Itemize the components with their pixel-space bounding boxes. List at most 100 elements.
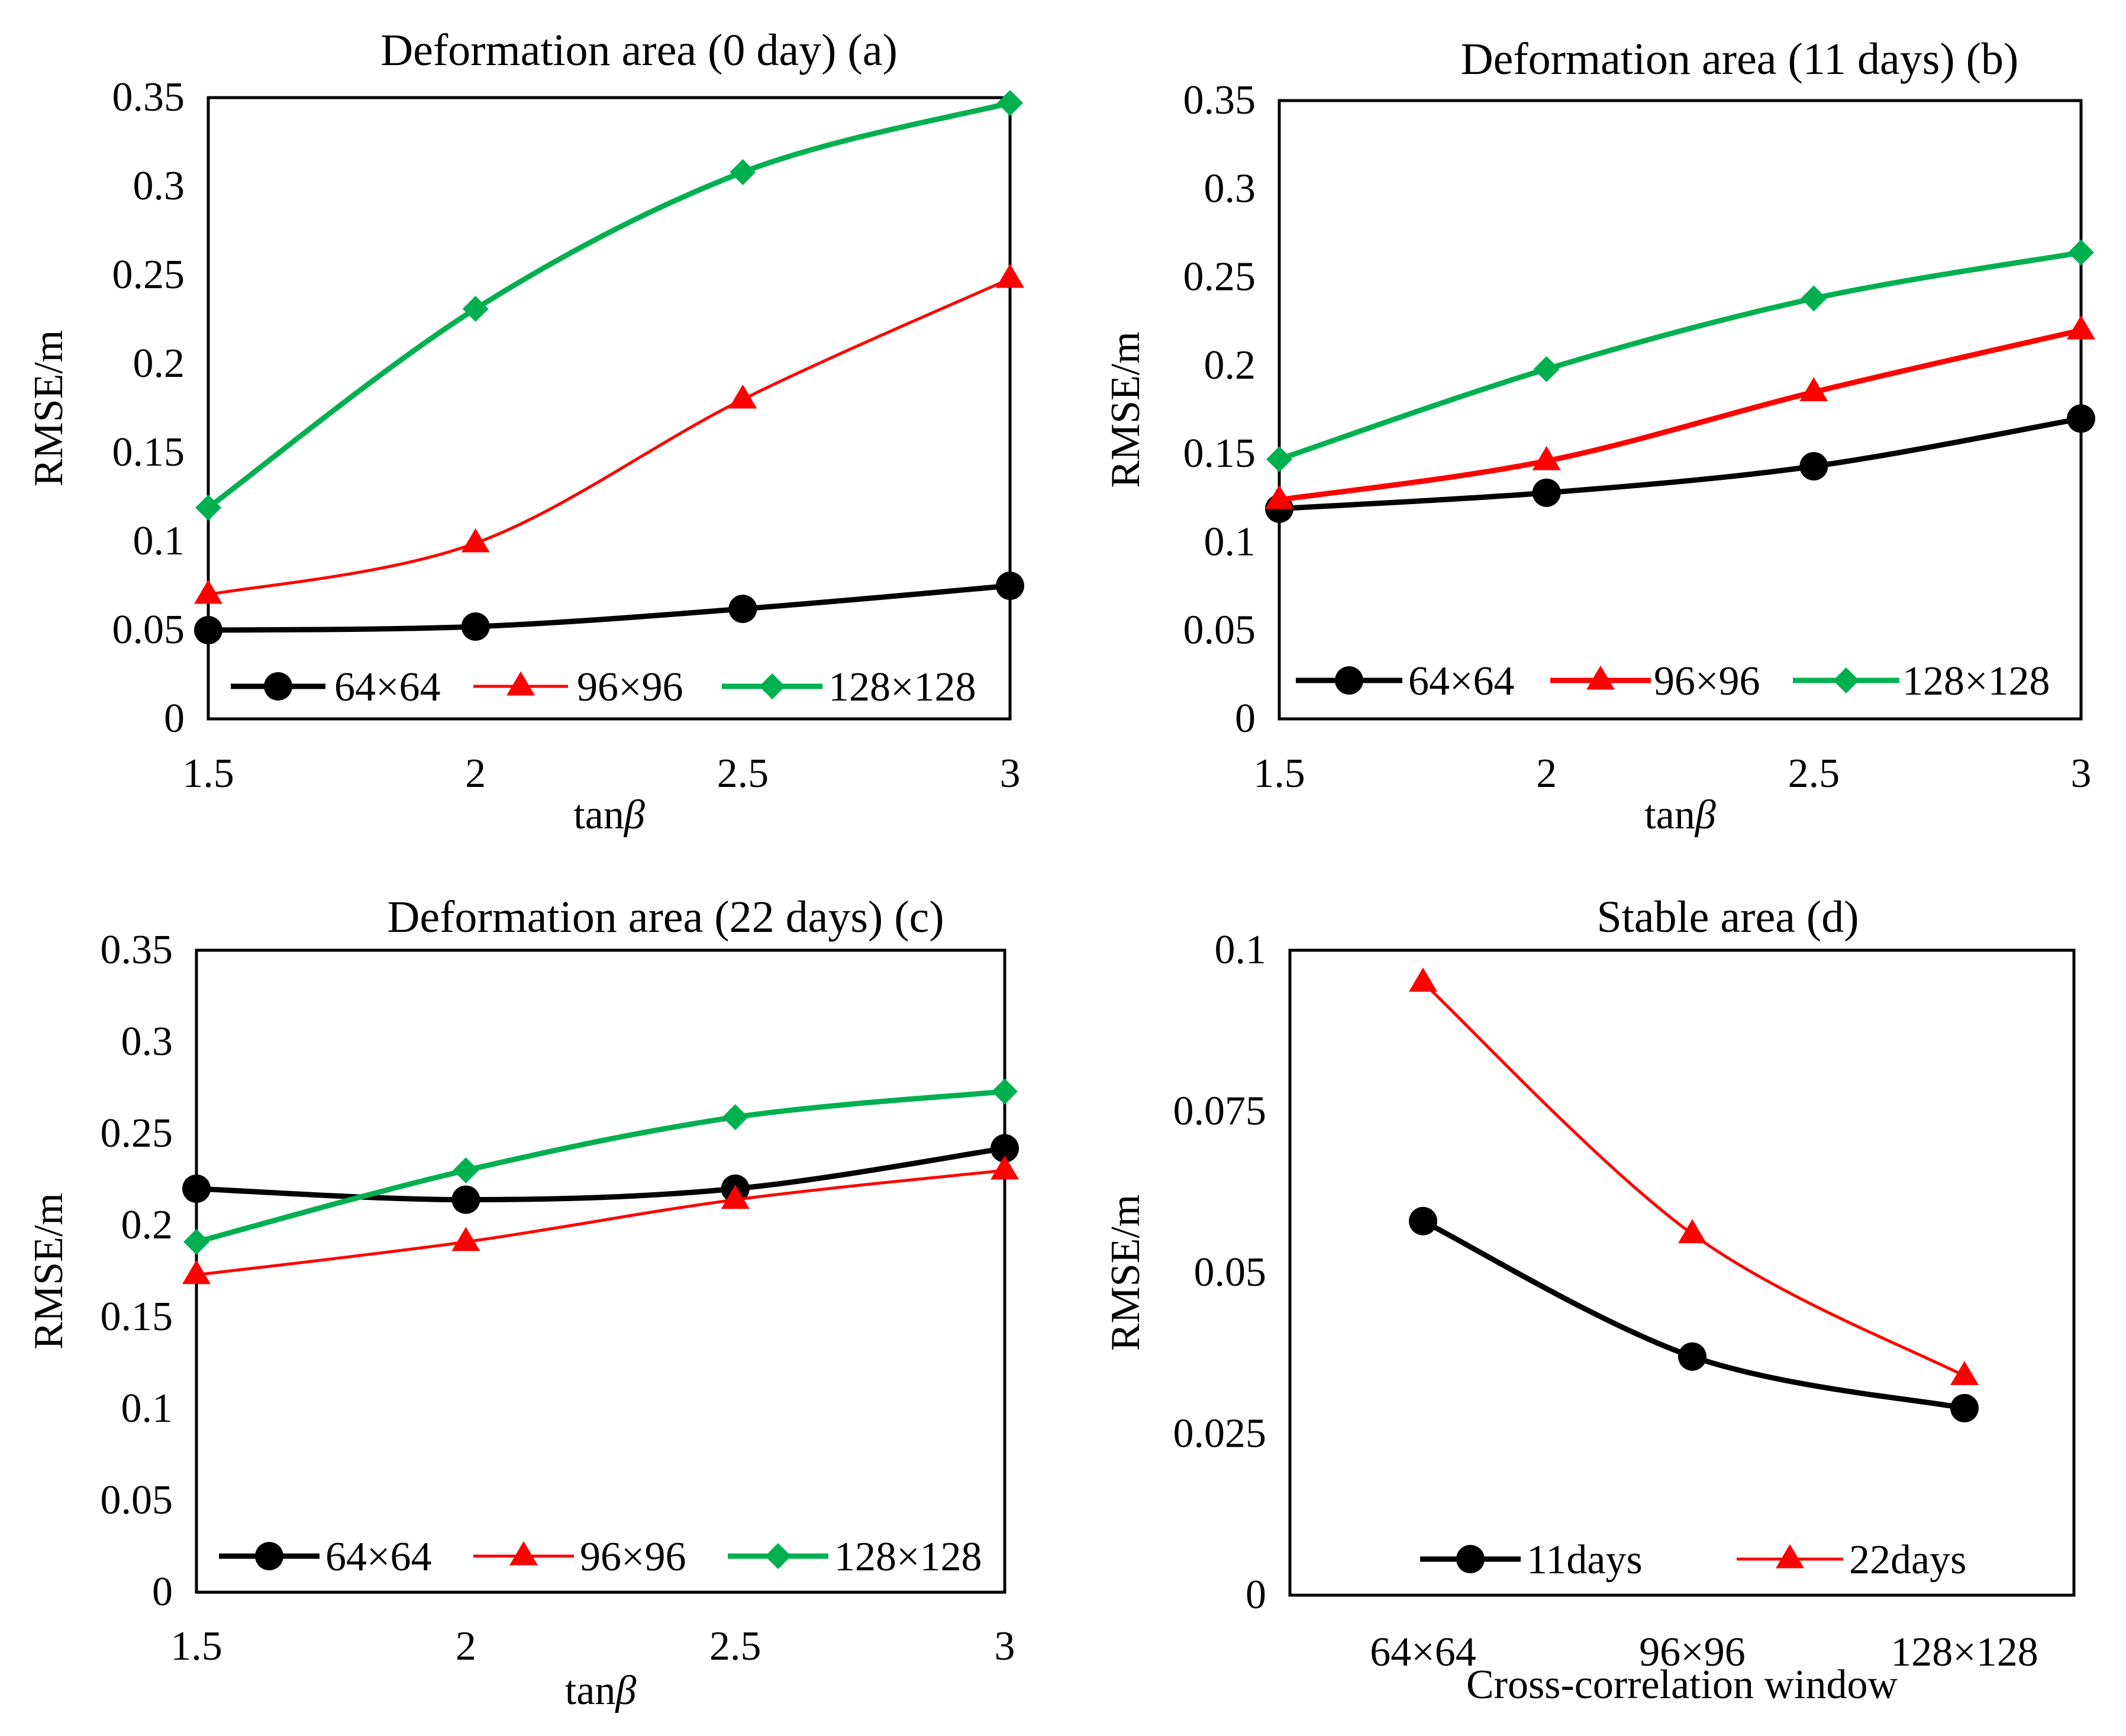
series-line-a-1 <box>207 277 1012 596</box>
data-point-d-1-0 <box>1409 967 1437 992</box>
series-line-b-1 <box>1276 327 2084 503</box>
y-tick-label-c-1: 0.05 <box>101 1477 173 1523</box>
y-tick-label-c-4: 0.2 <box>121 1202 173 1248</box>
data-point-a-1-2 <box>728 384 757 409</box>
legend-label-a-2: 128×128 <box>828 664 976 710</box>
data-point-c-2-2 <box>722 1104 749 1131</box>
data-point-d-0-1 <box>1678 1342 1706 1371</box>
legend-marker-a-0 <box>264 672 292 701</box>
x-axis-label-c: tanβ <box>565 1668 637 1714</box>
data-point-b-1-0 <box>1265 485 1293 509</box>
series-line-c-0 <box>193 1145 1008 1203</box>
y-tick-label-c-2: 0.1 <box>121 1386 173 1431</box>
y-tick-label-c-5: 0.25 <box>101 1111 173 1156</box>
y-tick-label-a-5: 0.25 <box>112 252 185 298</box>
x-tick-label-b-0: 1.5 <box>1253 751 1305 796</box>
legend-marker-c-2 <box>765 1543 791 1569</box>
legend-label-a-1: 96×96 <box>577 664 683 710</box>
data-point-c-1-2 <box>721 1185 750 1209</box>
data-point-a-0-0 <box>194 616 222 644</box>
legend-marker-d-1 <box>1776 1544 1804 1569</box>
legend-label-b-0: 64×64 <box>1408 659 1514 704</box>
legend-label-d-1: 22days <box>1849 1537 1966 1583</box>
y-tick-label-b-2: 0.1 <box>1204 519 1256 564</box>
chart-a: Deformation area (0 day) (a) 0 0.05 0.1 0.15… <box>26 25 1024 838</box>
data-point-b-0-1 <box>1532 478 1561 507</box>
data-point-c-2-1 <box>453 1157 479 1183</box>
data-point-b-2-3 <box>2068 239 2094 266</box>
x-tick-label-a-2: 2.5 <box>717 751 769 796</box>
series-line-b-0 <box>1276 415 2084 512</box>
data-point-b-1-3 <box>2067 315 2095 340</box>
x-axis-label-d: Cross-correlation window <box>1466 1662 1898 1708</box>
data-point-a-2-3 <box>997 90 1023 116</box>
data-point-d-1-2 <box>1950 1361 1979 1385</box>
y-axis-label-d: RMSE/m <box>1103 1195 1149 1351</box>
x-tick-label-d-0: 64×64 <box>1370 1629 1476 1675</box>
data-point-b-2-0 <box>1266 446 1292 473</box>
x-tick-label-d-2: 128×128 <box>1891 1629 2038 1675</box>
data-point-a-2-2 <box>730 159 756 185</box>
data-point-a-1-0 <box>194 579 222 604</box>
y-tick-label-b-0: 0 <box>1235 696 1256 741</box>
data-point-c-1-3 <box>991 1155 1019 1180</box>
data-point-c-0-1 <box>451 1185 480 1214</box>
legend-label-a-0: 64×64 <box>334 664 440 710</box>
data-point-b-0-2 <box>1799 452 1828 481</box>
legend-marker-d-0 <box>1456 1545 1485 1573</box>
legend-label-c-2: 128×128 <box>834 1534 982 1580</box>
data-point-b-1-1 <box>1532 446 1561 470</box>
chart-title-b: Deformation area (11 days) (b) <box>1461 34 2019 84</box>
y-tick-label-b-3: 0.15 <box>1183 431 1256 476</box>
y-tick-label-d-2: 0.05 <box>1194 1250 1267 1295</box>
y-tick-label-c-6: 0.3 <box>121 1019 173 1064</box>
y-tick-label-c-7: 0.35 <box>101 927 173 973</box>
series-line-b-2 <box>1276 250 2084 462</box>
legend-label-b-2: 128×128 <box>1902 659 2050 704</box>
data-point-a-2-0 <box>195 495 221 521</box>
chart-title-c: Deformation area (22 days) (c) <box>387 892 944 942</box>
y-tick-label-a-7: 0.35 <box>112 75 185 120</box>
data-point-b-2-1 <box>1533 356 1560 382</box>
data-point-d-0-2 <box>1950 1393 1979 1422</box>
y-tick-label-c-0: 0 <box>152 1569 173 1615</box>
series-line-a-0 <box>205 583 1013 633</box>
chart-title-a: Deformation area (0 day) (a) <box>380 25 898 75</box>
data-point-a-2-1 <box>462 296 489 322</box>
data-point-c-2-3 <box>992 1078 1018 1105</box>
x-tick-label-b-3: 3 <box>2071 751 2092 796</box>
plot-area-c <box>195 948 1006 1594</box>
y-tick-label-a-6: 0.3 <box>133 163 185 209</box>
legend-marker-b-2 <box>1833 667 1859 693</box>
legend-label-c-1: 96×96 <box>580 1534 686 1580</box>
data-point-c-0-3 <box>991 1134 1019 1163</box>
y-tick-label-b-6: 0.3 <box>1204 166 1256 211</box>
y-tick-label-a-0: 0 <box>164 696 185 741</box>
x-axis-label-a: tanβ <box>573 792 645 838</box>
legend-marker-b-1 <box>1586 665 1615 690</box>
data-point-b-2-2 <box>1801 285 1827 312</box>
legend-label-c-0: 64×64 <box>325 1534 431 1580</box>
y-tick-label-b-7: 0.35 <box>1183 78 1256 123</box>
legend-marker-c-1 <box>509 1541 538 1566</box>
data-point-c-1-1 <box>451 1227 480 1251</box>
plot-area-d <box>1288 948 2076 1597</box>
data-point-a-0-2 <box>728 595 757 623</box>
y-axis-label-a: RMSE/m <box>26 330 72 487</box>
x-tick-label-c-2: 2.5 <box>709 1624 762 1669</box>
y-tick-label-a-3: 0.15 <box>112 430 185 475</box>
y-tick-label-b-5: 0.25 <box>1183 254 1256 300</box>
x-tick-label-a-1: 2 <box>465 751 486 796</box>
legend-marker-a-2 <box>759 673 785 699</box>
series-line-a-2 <box>205 100 1013 511</box>
legend-marker-a-1 <box>507 671 535 696</box>
series-line-c-2 <box>193 1089 1008 1245</box>
x-tick-label-c-0: 1.5 <box>170 1624 222 1669</box>
x-tick-label-a-3: 3 <box>1000 751 1021 796</box>
y-tick-label-d-3: 0.075 <box>1173 1089 1267 1134</box>
series-line-c-1 <box>195 1169 1006 1277</box>
y-axis-label-c: RMSE/m <box>26 1193 72 1350</box>
y-tick-label-a-1: 0.05 <box>112 607 185 653</box>
y-tick-label-d-1: 0.025 <box>1173 1411 1267 1457</box>
